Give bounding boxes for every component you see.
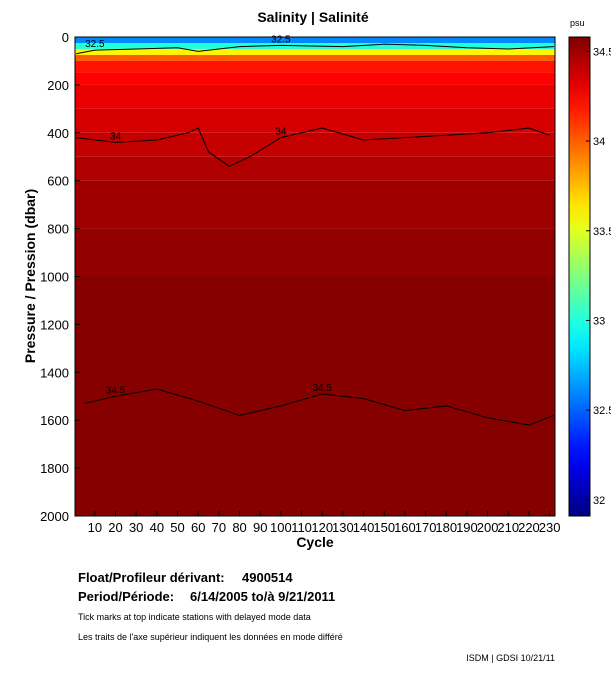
- float-label: Float/Profileur dérivant:: [78, 570, 225, 585]
- x-tick-label: 220: [518, 520, 540, 535]
- x-tick-label: 60: [191, 520, 205, 535]
- y-tick-label: 1800: [40, 461, 69, 476]
- x-tick-label: 200: [477, 520, 499, 535]
- contour-label: 34: [110, 131, 122, 142]
- contour-label: 32.5: [271, 34, 291, 45]
- float-id: 4900514: [242, 570, 293, 585]
- x-tick-label: 40: [150, 520, 164, 535]
- heatmap-cell: [75, 54, 555, 61]
- x-tick-label: 100: [270, 520, 292, 535]
- contour-line: [76, 43, 554, 55]
- credit: ISDM | GDSI 10/21/11: [466, 653, 555, 663]
- heatmap-cell: [75, 84, 555, 109]
- heatmap-cell: [75, 108, 555, 133]
- colorbar-tick-label: 32.5: [593, 405, 611, 417]
- heatmap-cell: [75, 37, 555, 43]
- x-tick-label: 30: [129, 520, 143, 535]
- heatmap-cell: [75, 228, 555, 277]
- x-tick-label: 210: [497, 520, 519, 535]
- x-tick-label: 10: [88, 520, 102, 535]
- x-tick-label: 70: [212, 520, 226, 535]
- y-axis-label: Pressure / Pression (dbar): [22, 189, 38, 363]
- y-tick-label: 1000: [40, 270, 69, 285]
- heatmap-cell: [75, 156, 555, 181]
- y-tick-label: 600: [47, 174, 69, 189]
- x-tick-label: 80: [232, 520, 246, 535]
- note-en: Tick marks at top indicate stations with…: [78, 612, 311, 622]
- contour-label: 32.5: [85, 39, 105, 50]
- colorbar-label: psu: [570, 18, 585, 28]
- y-tick-label: 400: [47, 126, 69, 141]
- x-tick-label: 90: [253, 520, 267, 535]
- heatmap-cell: [75, 60, 555, 73]
- contour-label: 34.5: [106, 385, 126, 396]
- x-tick-label: 140: [353, 520, 375, 535]
- y-tick-label: 1600: [40, 413, 69, 428]
- colorbar: [568, 36, 591, 517]
- y-tick-label: 200: [47, 78, 69, 93]
- heatmap-cell: [75, 132, 555, 157]
- x-tick-label: 230: [539, 520, 561, 535]
- chart-title: Salinity | Salinité: [257, 9, 368, 25]
- period: 6/14/2005 to/à 9/21/2011: [190, 589, 335, 604]
- x-tick-label: 20: [108, 520, 122, 535]
- y-tick-label: 1200: [40, 317, 69, 332]
- colorbar-tick-label: 32: [593, 495, 605, 507]
- x-tick-label: 170: [415, 520, 437, 535]
- colorbar-tick-label: 33: [593, 315, 605, 327]
- contour-label: 34: [275, 127, 287, 138]
- x-tick-label: 150: [373, 520, 395, 535]
- heatmap-cell: [75, 72, 555, 85]
- note-fr: Les traits de l'axe supérieur indiquent …: [78, 632, 343, 642]
- colorbar-tick-label: 33.5: [593, 226, 611, 238]
- x-tick-label: 180: [435, 520, 457, 535]
- y-tick-label: 800: [47, 222, 69, 237]
- y-tick-label: 0: [62, 30, 69, 45]
- x-tick-label: 190: [456, 520, 478, 535]
- x-axis-label: Cycle: [296, 534, 334, 550]
- x-tick-label: 110: [291, 520, 312, 535]
- period-label: Period/Période:: [78, 589, 174, 604]
- x-tick-label: 130: [332, 520, 354, 535]
- colorbar-tick-label: 34: [593, 136, 605, 148]
- colorbar-tick-label: 34.5: [593, 46, 611, 58]
- y-tick-label: 2000: [40, 509, 69, 524]
- heatmap-cell: [75, 48, 555, 55]
- contour-label: 34.5: [313, 383, 333, 394]
- x-tick-label: 160: [394, 520, 416, 535]
- contour-line: [84, 388, 554, 426]
- x-tick-label: 50: [170, 520, 184, 535]
- x-tick-label: 120: [311, 520, 333, 535]
- y-tick-label: 1400: [40, 365, 69, 380]
- heatmap-cell: [75, 180, 555, 229]
- contour-line: [76, 127, 550, 167]
